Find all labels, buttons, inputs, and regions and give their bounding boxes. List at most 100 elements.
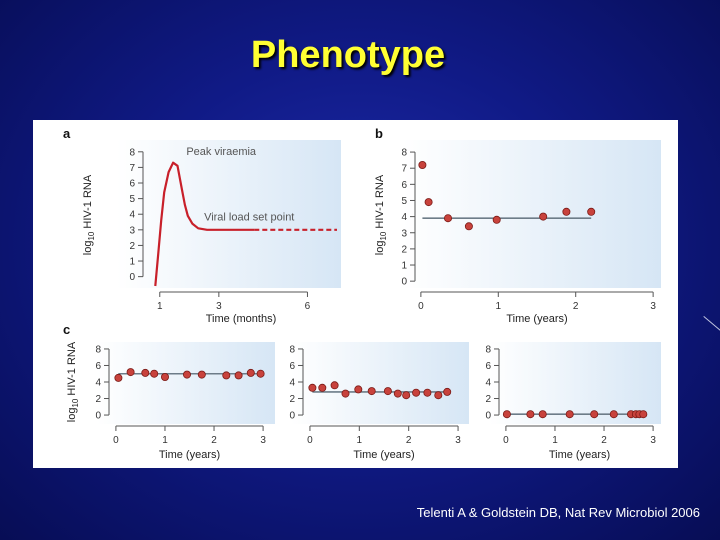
data-point xyxy=(197,370,206,379)
panel-label: a xyxy=(63,126,71,141)
y-tick-label: 1 xyxy=(129,257,135,268)
data-point xyxy=(424,198,433,207)
x-tick-label: 2 xyxy=(211,435,217,446)
data-point xyxy=(114,373,123,382)
data-point xyxy=(562,207,571,216)
x-tick-label: 0 xyxy=(418,301,424,312)
data-point xyxy=(423,388,432,397)
y-tick-label: 0 xyxy=(289,411,295,422)
data-point xyxy=(639,410,648,419)
plot-background xyxy=(97,342,275,424)
y-tick-label: 0 xyxy=(95,411,101,422)
y-tick-label: 8 xyxy=(289,344,295,355)
data-point xyxy=(412,388,421,397)
chart-a: 0 1 2 3 4 5 6 7 8 1 3 6 Time (months) log10 HIV-1 RNA… xyxy=(63,126,341,325)
chart-c1: 0 2 4 6 8 0 1 2 3 Time (years) log10 HIV-1 RNA c xyxy=(63,322,275,461)
x-tick-label: 3 xyxy=(216,301,222,312)
x-tick-label: 1 xyxy=(162,435,168,446)
data-point xyxy=(246,368,255,377)
y-axis-label: log10 HIV-1 RNA xyxy=(374,174,388,255)
decorative-line xyxy=(703,316,720,334)
y-tick-label: 4 xyxy=(129,210,135,221)
x-tick-label: 1 xyxy=(552,435,558,446)
data-point xyxy=(565,410,574,419)
figure-panel: 0 1 2 3 4 5 6 7 8 1 3 6 Time (months) log10 HIV-1 RNA… xyxy=(33,120,678,468)
y-tick-label: 4 xyxy=(401,212,407,223)
y-tick-label: 7 xyxy=(129,163,135,174)
x-tick-label: 1 xyxy=(357,435,363,446)
x-tick-label: 3 xyxy=(455,435,461,446)
data-point xyxy=(354,385,363,394)
data-point xyxy=(160,372,169,381)
y-tick-label: 4 xyxy=(289,378,295,389)
data-point xyxy=(367,387,376,396)
data-point xyxy=(393,389,402,398)
y-axis-label: log10 HIV-1 RNA xyxy=(66,341,80,422)
y-tick-label: 6 xyxy=(95,361,101,372)
plot-background xyxy=(489,342,661,424)
y-tick-label: 6 xyxy=(485,361,491,372)
data-point xyxy=(590,410,599,419)
data-point xyxy=(330,381,339,390)
data-point xyxy=(222,371,231,380)
y-tick-label: 6 xyxy=(289,361,295,372)
x-tick-label: 0 xyxy=(503,435,509,446)
x-tick-label: 1 xyxy=(496,301,502,312)
hiv-rna-figure: 0 1 2 3 4 5 6 7 8 1 3 6 Time (months) log10 HIV-1 RNA… xyxy=(63,126,661,461)
y-tick-label: 2 xyxy=(485,394,491,405)
data-point xyxy=(383,387,392,396)
y-tick-label: 2 xyxy=(401,244,407,255)
plot-background xyxy=(403,140,661,288)
slide-title: Phenotype xyxy=(250,34,446,76)
x-tick-label: 2 xyxy=(406,435,412,446)
x-tick-label: 3 xyxy=(650,435,656,446)
x-tick-label: 0 xyxy=(113,435,119,446)
y-tick-label: 8 xyxy=(401,148,407,159)
x-axis-label: Time (months) xyxy=(206,313,277,325)
chart-b: 0 1 2 3 4 5 6 7 8 0 1 2 3 Time (years) log10 HIV-1 RNA… xyxy=(374,126,661,325)
data-point xyxy=(418,161,427,170)
x-axis-label: Time (years) xyxy=(159,449,220,461)
data-point xyxy=(256,369,265,378)
data-point xyxy=(464,222,473,231)
data-point xyxy=(318,383,327,392)
data-point xyxy=(502,410,511,419)
panel-label: c xyxy=(63,322,70,337)
data-point xyxy=(443,214,452,223)
data-point xyxy=(539,212,548,221)
y-tick-label: 2 xyxy=(95,394,101,405)
y-tick-label: 0 xyxy=(485,411,491,422)
data-point xyxy=(587,207,596,216)
x-tick-label: 2 xyxy=(601,435,607,446)
y-tick-label: 5 xyxy=(129,194,135,205)
annotation-peak-viraemia: Peak viraemia xyxy=(186,146,257,158)
y-tick-label: 7 xyxy=(401,164,407,175)
data-point xyxy=(538,410,547,419)
y-tick-label: 0 xyxy=(129,272,135,283)
y-tick-label: 5 xyxy=(401,196,407,207)
data-point xyxy=(341,389,350,398)
x-axis-label: Time (years) xyxy=(506,313,567,325)
plot-background xyxy=(117,140,341,288)
series-line-0 xyxy=(154,161,255,287)
x-tick-label: 2 xyxy=(573,301,579,312)
y-tick-label: 3 xyxy=(129,225,135,236)
panel-label: b xyxy=(375,126,383,141)
y-tick-label: 6 xyxy=(129,179,135,190)
data-point xyxy=(182,370,191,379)
x-tick-label: 1 xyxy=(157,301,163,312)
y-tick-label: 6 xyxy=(401,180,407,191)
y-tick-label: 2 xyxy=(289,394,295,405)
y-tick-label: 3 xyxy=(401,228,407,239)
data-point xyxy=(126,368,135,377)
y-axis-label: log10 HIV-1 RNA xyxy=(82,174,96,255)
x-tick-label: 3 xyxy=(260,435,266,446)
y-tick-label: 1 xyxy=(401,261,407,272)
y-tick-label: 4 xyxy=(485,378,491,389)
x-tick-label: 0 xyxy=(307,435,313,446)
y-tick-label: 8 xyxy=(129,147,135,158)
data-point xyxy=(526,410,535,419)
data-point xyxy=(492,215,501,224)
data-point xyxy=(402,391,411,400)
data-point xyxy=(609,410,618,419)
